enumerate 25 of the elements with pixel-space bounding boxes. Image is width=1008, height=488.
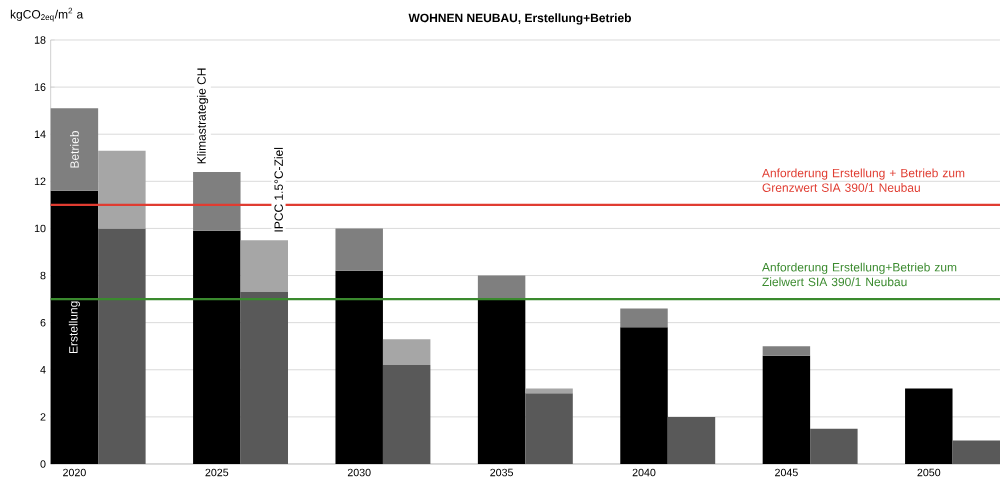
y-tick-label: 14	[34, 130, 46, 138]
y-tick-label: 4	[40, 366, 46, 374]
y-axis-title: kgCO$_{2eq}$/m$^{2}$ a	[10, 7, 84, 22]
y-tick-label: 2	[40, 413, 46, 421]
ref-line-label: Anforderung Erstellung + Betrieb zum Grenzwert SIA 390/1 Neubau	[761, 168, 965, 192]
x-tick-label: 2035	[490, 468, 514, 477]
y-tick-label: 6	[40, 318, 46, 327]
y-tick-label: 18	[34, 36, 46, 44]
x-tick-label: 2020	[63, 468, 86, 477]
y-tick-label: 0	[40, 460, 46, 468]
x-tick-label: 2045	[775, 468, 798, 477]
x-tick-label: 2025	[205, 468, 229, 477]
y-tick-label: 8	[40, 271, 46, 280]
x-tick-label: 2050	[917, 468, 941, 477]
y-tick-label: 16	[34, 83, 46, 91]
y-tick-label: 10	[34, 224, 46, 233]
annotation: Klimastrategie CH	[196, 68, 209, 164]
ref-line-label: Anforderung Erstellung+Betrieb zum Zielwert SIA 390/1 Neubau	[761, 262, 957, 287]
y-tick-label: 12	[34, 177, 46, 186]
series-label: Erstellung	[68, 301, 80, 354]
x-tick-label: 2030	[347, 468, 371, 477]
annotation: IPCC 1.5°C-Ziel	[274, 147, 283, 232]
x-tick-label: 2040	[632, 468, 656, 477]
series-label: Betrieb	[70, 131, 79, 168]
chart-title: WOHNEN NEUBAU, Erstellung+Betrieb	[408, 13, 631, 25]
